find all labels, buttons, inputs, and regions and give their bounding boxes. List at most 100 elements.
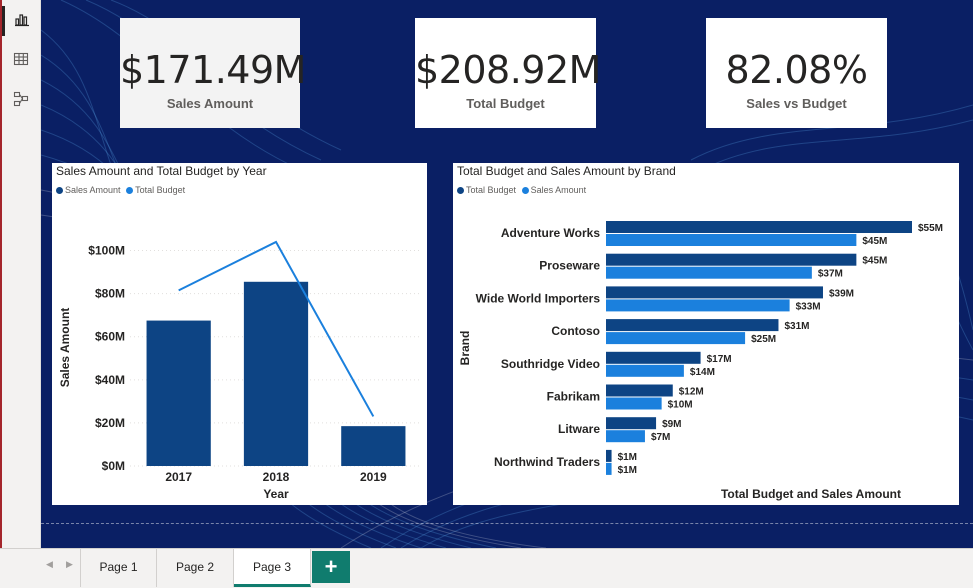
bar-sales-amount: [606, 234, 857, 246]
bar-total-budget: [606, 384, 673, 397]
brand-label: Southridge Video: [501, 357, 600, 371]
data-label-total-budget: $1M: [618, 452, 637, 463]
bar-sales-amount: [606, 332, 746, 345]
prev-page-arrow-icon[interactable]: ◀: [46, 559, 53, 569]
model-view-button[interactable]: [6, 86, 36, 116]
line-total-budget: [178, 240, 375, 417]
bar-total-budget: [606, 253, 857, 266]
data-label-total-budget: $9M: [662, 419, 681, 430]
legend-label: Total Budget: [135, 185, 186, 195]
data-label-sales-amount: $37M: [818, 269, 843, 280]
table-view-icon: [13, 51, 29, 72]
bar-total-budget: [606, 449, 612, 462]
legend-swatch: [457, 187, 464, 194]
y-axis-title: Brand: [458, 331, 472, 366]
legend-swatch: [126, 187, 134, 194]
y-tick-label: $80M: [95, 287, 125, 301]
x-tick-label: 2017: [165, 470, 192, 484]
chart-title: Sales Amount and Total Budget by Year: [56, 164, 267, 178]
data-label-total-budget: $17M: [707, 354, 732, 365]
bar-sales-amount: [606, 462, 612, 475]
bar-sales-amount: [341, 426, 406, 466]
bar-total-budget: [606, 221, 912, 233]
canvas-divider: [41, 523, 973, 524]
y-tick-label: $20M: [95, 416, 125, 430]
kpi-value: $171.49M: [120, 48, 306, 92]
legend-swatch: [56, 187, 63, 194]
data-label-total-budget: $39M: [829, 288, 854, 299]
bar-total-budget: [606, 319, 779, 332]
bar-total-budget: [606, 351, 701, 364]
x-axis-title: Year: [263, 487, 289, 501]
data-label-total-budget: $31M: [784, 321, 809, 332]
brand-label: Wide World Importers: [476, 291, 601, 305]
data-label-sales-amount: $1M: [618, 465, 637, 476]
add-page-button[interactable]: +: [312, 551, 350, 583]
y-tick-label: $60M: [95, 330, 125, 344]
data-label-sales-amount: $33M: [796, 301, 821, 312]
data-label-sales-amount: $25M: [751, 334, 776, 345]
chart-legend: Total Budget Sales Amount: [457, 185, 589, 195]
brand-bar-chart-plot: Adventure Works $55M $45M Proseware $45M $37M…: [458, 221, 943, 501]
legend-item-sales-amount[interactable]: Sales Amount: [56, 185, 121, 195]
table-view-button[interactable]: [6, 46, 36, 76]
data-label-sales-amount: $14M: [690, 367, 715, 378]
y-tick-label: $0M: [102, 459, 125, 473]
kpi-card-sales-vs-budget[interactable]: 82.08% Sales vs Budget: [706, 18, 887, 128]
kpi-card-total-budget[interactable]: $208.92M Total Budget: [415, 18, 601, 128]
chart-title: Total Budget and Sales Amount by Brand: [457, 164, 676, 178]
bar-sales-amount: [606, 397, 662, 410]
data-label-sales-amount: $7M: [651, 432, 670, 443]
bar-total-budget: [606, 417, 657, 430]
view-switcher-rail: [2, 0, 41, 548]
data-label-total-budget: $55M: [918, 223, 943, 234]
year-combo-chart-plot: $0M $20M $40M $60M $80M $100M 2017 2018 2019 Year…: [58, 240, 422, 501]
brand-label: Contoso: [551, 324, 600, 338]
tab-page-3[interactable]: Page 3: [234, 549, 311, 587]
legend-label: Sales Amount: [65, 185, 121, 195]
window-edge: [0, 0, 2, 548]
data-label-total-budget: $45M: [862, 256, 887, 267]
bar-sales-amount: [146, 320, 211, 466]
data-label-sales-amount: $45M: [862, 236, 887, 247]
kpi-label: Sales Amount: [166, 96, 254, 111]
brand-label: Adventure Works: [501, 226, 600, 240]
legend-item-sales-amount[interactable]: Sales Amount: [521, 185, 587, 195]
x-tick-label: 2018: [263, 470, 290, 484]
chart-sales-budget-by-year[interactable]: $0M $20M $40M $60M $80M $100M 2017 2018 2019 Year…: [52, 163, 427, 505]
legend-label: Sales Amount: [530, 185, 587, 195]
kpi-value: $208.92M: [415, 48, 601, 92]
data-label-sales-amount: $10M: [668, 400, 693, 411]
kpi-card-sales-amount[interactable]: $171.49M Sales Amount: [120, 18, 306, 128]
brand-label: Litware: [558, 422, 600, 436]
bar-total-budget: [606, 286, 823, 299]
x-tick-label: 2019: [360, 470, 387, 484]
legend-item-total-budget[interactable]: Total Budget: [457, 185, 516, 195]
y-tick-label: $100M: [88, 244, 125, 258]
bar-sales-amount: [606, 299, 790, 312]
chart-budget-sales-by-brand[interactable]: Adventure Works $55M $45M Proseware $45M $37M…: [453, 163, 959, 505]
chart-legend: Sales Amount Total Budget: [56, 185, 188, 195]
legend-item-total-budget[interactable]: Total Budget: [126, 185, 185, 195]
data-label-total-budget: $12M: [679, 387, 704, 398]
bar-sales-amount: [606, 364, 684, 377]
bar-sales-amount: [243, 281, 309, 466]
report-view-button[interactable]: [2, 6, 39, 36]
report-view-icon: [14, 11, 30, 32]
tab-page-1[interactable]: Page 1: [80, 549, 157, 587]
brand-label: Fabrikam: [547, 390, 600, 404]
bar-sales-amount: [606, 266, 812, 279]
model-view-icon: [13, 91, 29, 112]
legend-label: Total Budget: [466, 185, 517, 195]
next-page-arrow-icon[interactable]: ▶: [66, 559, 73, 569]
legend-swatch: [521, 187, 529, 194]
y-axis-title: Sales Amount: [58, 308, 72, 388]
brand-label: Northwind Traders: [494, 455, 600, 469]
kpi-value: 82.08%: [725, 48, 868, 92]
kpi-label: Sales vs Budget: [746, 96, 847, 111]
report-canvas: $171.49M Sales Amount $208.92M Total Bud…: [41, 0, 973, 548]
y-tick-label: $40M: [95, 373, 125, 387]
x-axis-title: Total Budget and Sales Amount: [721, 487, 901, 501]
brand-label: Proseware: [539, 259, 600, 273]
tab-page-2[interactable]: Page 2: [157, 549, 234, 587]
